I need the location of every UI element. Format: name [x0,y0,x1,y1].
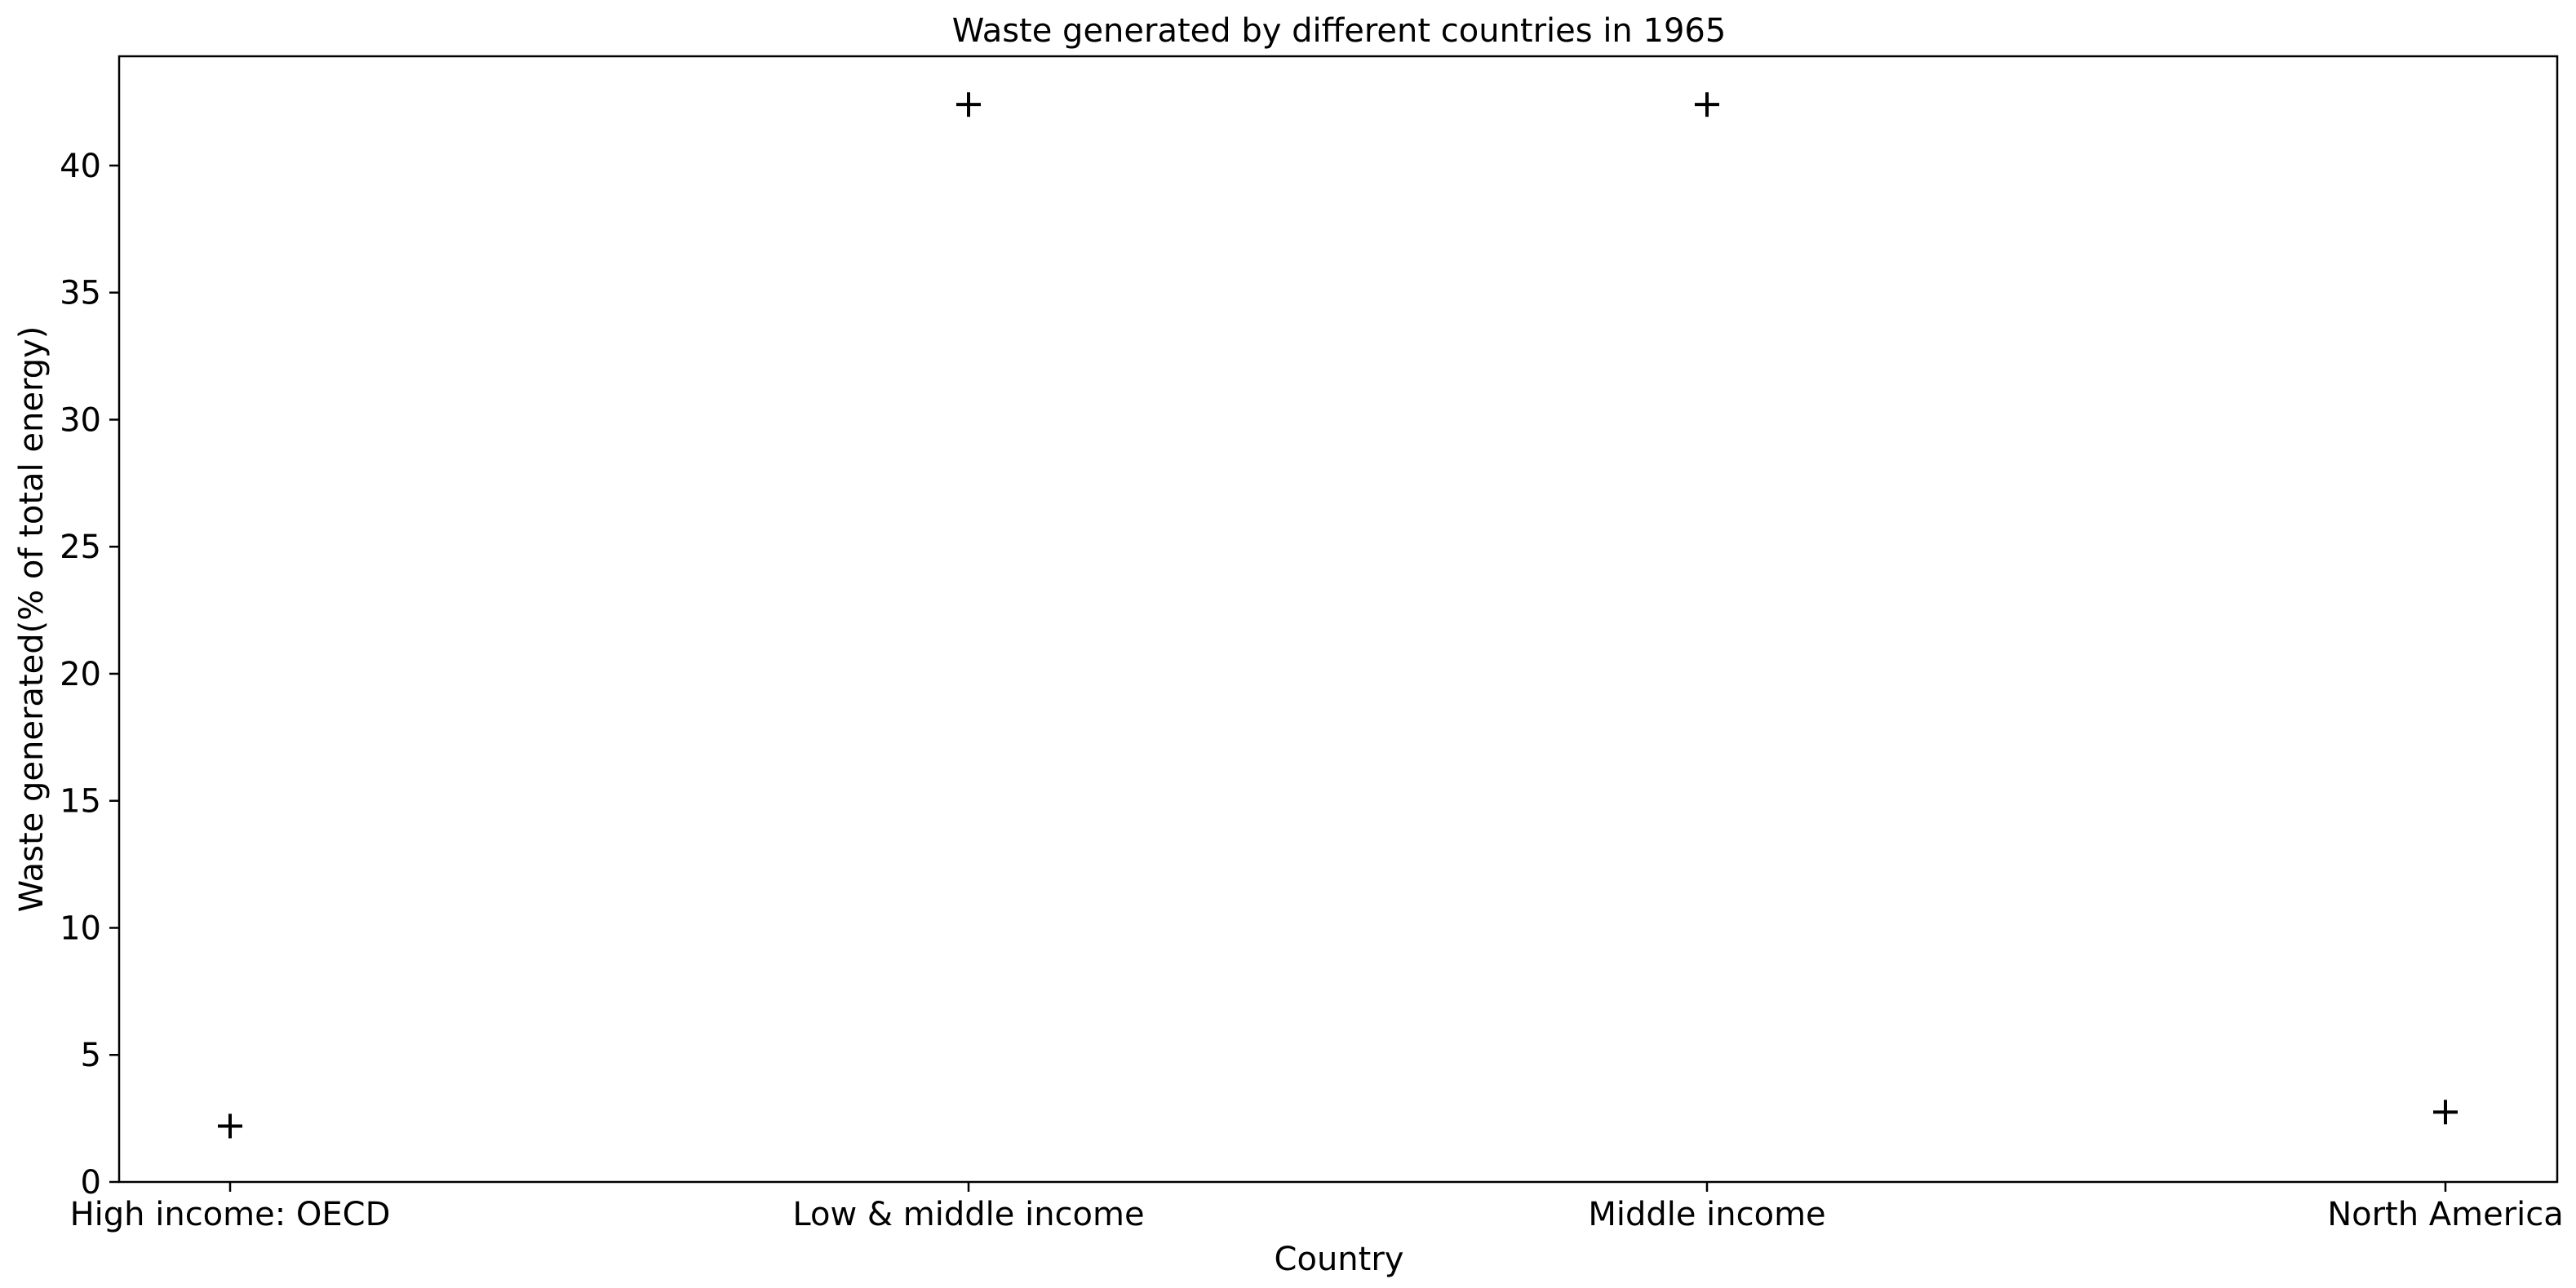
x-tick-label: Middle income [1588,1196,1825,1233]
chart-title: Waste generated by different countries i… [952,12,1727,50]
y-tick-label: 25 [60,529,101,566]
y-tick-label: 15 [60,783,101,821]
y-tick-label: 20 [60,656,101,693]
x-axis: High income: OECD Low & middle income Midd… [70,1182,2564,1233]
y-tick-label: 35 [60,275,101,312]
data-point [956,92,981,117]
x-axis-label: Country [1275,1241,1404,1278]
x-tick-label: North America [2327,1196,2564,1233]
data-point [1695,92,1719,117]
y-tick-label: 5 [81,1037,101,1074]
data-point [218,1113,242,1139]
plot-frame [117,55,2559,1184]
y-tick-label: 0 [81,1164,101,1202]
y-tick-label: 10 [60,910,101,947]
y-axis-label: Waste generated(% of total energy) [13,326,51,913]
y-tick-label: 40 [60,148,101,185]
y-tick-label: 30 [60,401,101,439]
data-point [2433,1100,2458,1125]
data-points [218,92,2458,1139]
x-tick-label: Low & middle income [792,1196,1144,1233]
y-axis: 0 5 10 15 20 25 30 35 40 [60,148,119,1202]
x-tick-label: High income: OECD [70,1196,391,1233]
